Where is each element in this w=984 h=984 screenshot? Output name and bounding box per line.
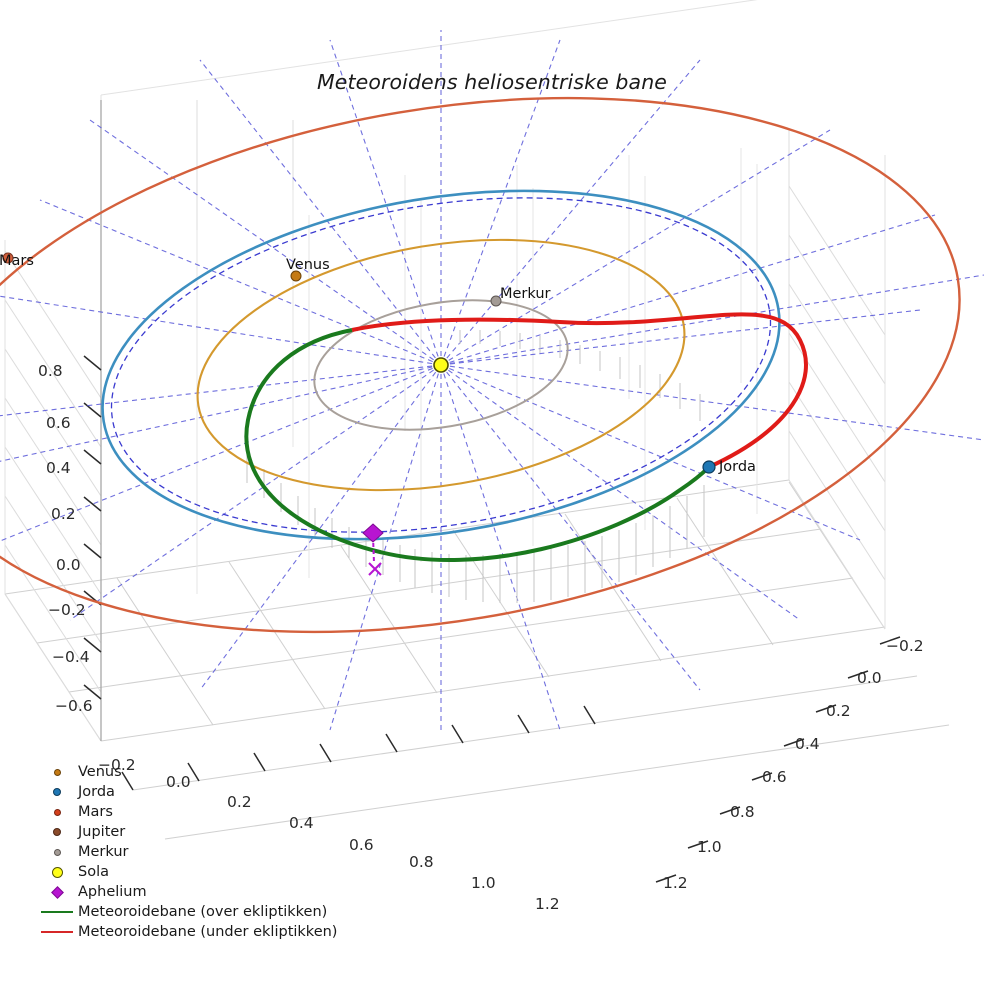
legend-marker-aphelium <box>36 885 78 899</box>
legend-item-label: Jorda <box>78 784 115 800</box>
legend-item-mars[interactable]: Mars <box>36 802 336 822</box>
legend-line-key <box>36 911 78 913</box>
marker-merkur[interactable] <box>490 295 502 307</box>
orbit-venus <box>196 238 686 492</box>
legend-item-label: Aphelium <box>78 884 147 900</box>
legend-marker-mars <box>36 808 78 816</box>
legend-item-label: Meteoroidebane (over ekliptikken) <box>78 904 328 920</box>
marker-jorda[interactable] <box>702 460 716 474</box>
legend-item-meteoroidebane[interactable]: Meteoroidebane (over ekliptikken) <box>36 902 336 922</box>
legend-marker-sola <box>36 866 78 878</box>
legend-line-icon <box>41 931 73 933</box>
legend-marker-jupiter <box>36 828 78 836</box>
marker-sola[interactable] <box>433 357 449 373</box>
orbit-jorda-dashed <box>110 197 772 533</box>
legend-diamond-icon <box>50 885 64 899</box>
legend-dot-icon <box>53 828 61 836</box>
marker-venus[interactable] <box>290 270 302 282</box>
legend-item-aphelium[interactable]: Aphelium <box>36 882 336 902</box>
legend-item-label: Jupiter <box>78 824 126 840</box>
marker-mars[interactable] <box>2 252 14 264</box>
legend-marker-jorda <box>36 788 78 796</box>
legend-item-label: Meteoroidebane (under ekliptikken) <box>78 924 338 940</box>
legend-dot-icon <box>51 866 63 878</box>
legend-line-key <box>36 931 78 933</box>
orbit-merkur <box>313 299 569 431</box>
legend-item-jupiter[interactable]: Jupiter <box>36 822 336 842</box>
legend-item-sola[interactable]: Sola <box>36 862 336 882</box>
legend: Venus Jorda Mars Jupiter Merkur Sola Aphelium M… <box>36 762 338 942</box>
legend-item-merkur[interactable]: Merkur <box>36 842 336 862</box>
legend-dot-icon <box>53 808 61 816</box>
legend-dot-icon <box>53 848 61 856</box>
legend-marker-venus <box>36 768 78 776</box>
meteoroid-orbit-above <box>244 328 711 563</box>
legend-item-meteoroidebane[interactable]: Meteoroidebane (under ekliptikken) <box>36 922 338 942</box>
tick-marks <box>83 355 901 883</box>
interior-verticals <box>196 148 758 594</box>
legend-item-label: Venus <box>78 764 122 780</box>
radial-dashed-lines <box>0 30 984 731</box>
legend-item-venus[interactable]: Venus <box>36 762 336 782</box>
meteoroid-orbit-below <box>351 312 808 469</box>
aphelion-marker[interactable] <box>362 523 384 543</box>
legend-item-label: Mars <box>78 804 113 820</box>
legend-marker-merkur <box>36 848 78 856</box>
legend-item-label: Merkur <box>78 844 129 860</box>
legend-item-label: Sola <box>78 864 109 880</box>
legend-line-icon <box>41 911 73 913</box>
meteoroid-droplines <box>246 330 705 603</box>
orbit-mars <box>0 96 961 634</box>
legend-dot-icon <box>53 788 61 796</box>
aphelion-dropline <box>368 535 382 576</box>
legend-item-jorda[interactable]: Jorda <box>36 782 336 802</box>
orbit-jorda <box>101 189 781 541</box>
legend-dot-icon <box>53 768 61 776</box>
